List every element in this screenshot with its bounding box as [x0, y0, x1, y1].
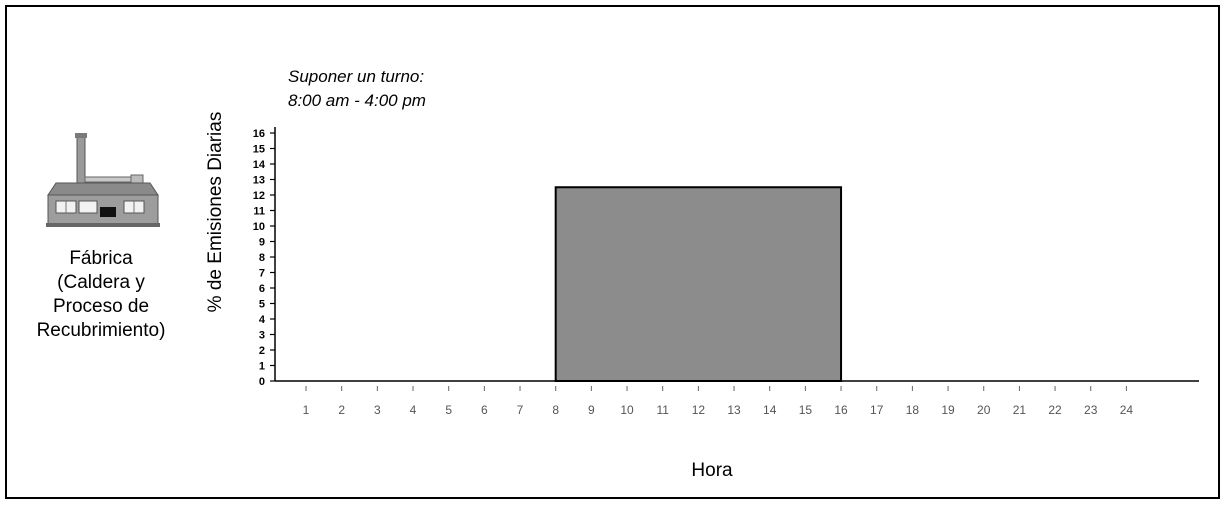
- x-tick-label: 7: [517, 403, 524, 417]
- y-tick-label: 3: [259, 330, 265, 342]
- x-tick-label: 18: [906, 403, 920, 417]
- x-tick-label: 19: [941, 403, 955, 417]
- x-tick-label: 10: [620, 403, 634, 417]
- y-tick-label: 5: [259, 299, 265, 311]
- x-tick-label: 12: [692, 403, 706, 417]
- x-tick-label: 5: [445, 403, 452, 417]
- annotation-line: Suponer un turno:: [288, 67, 424, 86]
- y-tick-label: 6: [259, 283, 265, 295]
- y-tick-label: 16: [253, 128, 265, 140]
- factory-label: Fábrica (Caldera y Proceso de Recubrimie…: [18, 247, 184, 343]
- x-tick-label: 13: [727, 403, 741, 417]
- x-tick-label: 3: [374, 403, 381, 417]
- y-tick-label: 14: [253, 159, 266, 171]
- y-tick-label: 12: [253, 190, 265, 202]
- x-tick-label: 20: [977, 403, 991, 417]
- y-tick-label: 7: [259, 268, 265, 280]
- factory-icon: [46, 133, 160, 227]
- x-tick-label: 11: [656, 403, 669, 417]
- bars: [554, 186, 843, 382]
- factory-label-line: Proceso de: [52, 296, 150, 317]
- y-tick-label: 13: [253, 175, 265, 187]
- y-tick-label: 0: [259, 376, 265, 388]
- x-tick-label: 17: [870, 403, 884, 417]
- data-bar: [554, 186, 843, 382]
- x-tick-label: 14: [763, 403, 777, 417]
- x-tick-label: 1: [303, 403, 310, 417]
- factory-label-line: Fábrica: [69, 248, 133, 269]
- y-tick-label: 15: [253, 144, 265, 156]
- x-tick-label: 22: [1048, 403, 1062, 417]
- y-tick-label: 1: [259, 361, 265, 373]
- x-tick-label: 21: [1013, 403, 1027, 417]
- x-tick-label: 4: [410, 403, 417, 417]
- x-tick-label: 8: [552, 403, 559, 417]
- x-tick-label: 15: [799, 403, 813, 417]
- y-tick-label: 10: [253, 221, 265, 233]
- x-tick-label: 23: [1084, 403, 1098, 417]
- x-tick-label: 16: [834, 403, 848, 417]
- x-tick-label: 9: [588, 403, 595, 417]
- x-axis-title: Hora: [691, 460, 733, 481]
- y-tick-label: 8: [259, 252, 265, 264]
- annotation-line: 8:00 am - 4:00 pm: [288, 91, 426, 110]
- x-tick-label: 6: [481, 403, 488, 417]
- y-tick-label: 9: [259, 237, 265, 249]
- x-tick-label: 2: [338, 403, 345, 417]
- x-tick-label: 24: [1120, 403, 1134, 417]
- x-axis: 1 2 3 4 5 6 7 8 9 10 11 12 13 14 15 16 17 18 19 20 21 22 23 24: [275, 380, 1199, 417]
- y-tick-label: 11: [253, 206, 265, 218]
- y-axis-title: % de Emisiones Diarias: [205, 112, 226, 313]
- factory-label-line: Recubrimiento): [36, 320, 166, 341]
- y-tick-label: 2: [259, 345, 265, 357]
- factory-label-line: (Caldera y: [57, 272, 145, 293]
- y-tick-label: 4: [259, 314, 266, 326]
